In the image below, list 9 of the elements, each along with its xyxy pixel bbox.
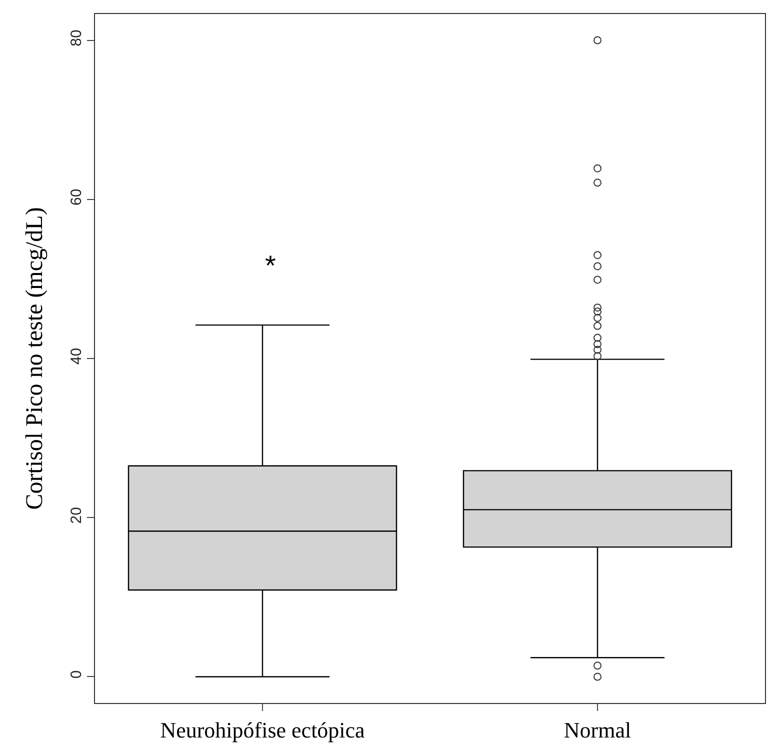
y-tick-label: 0 [68,670,85,679]
y-tick-label: 20 [68,507,85,524]
x-tick-label: Normal [564,717,632,742]
x-tick-label: Neurohipófise ectópica [160,717,366,742]
y-tick-label: 60 [68,188,85,206]
y-tick-label: 40 [68,348,85,365]
annotation: * [265,250,276,281]
y-axis-title: Cortisol Pico no teste (mcg/dL) [22,207,48,510]
y-tick-label: 80 [68,30,85,46]
